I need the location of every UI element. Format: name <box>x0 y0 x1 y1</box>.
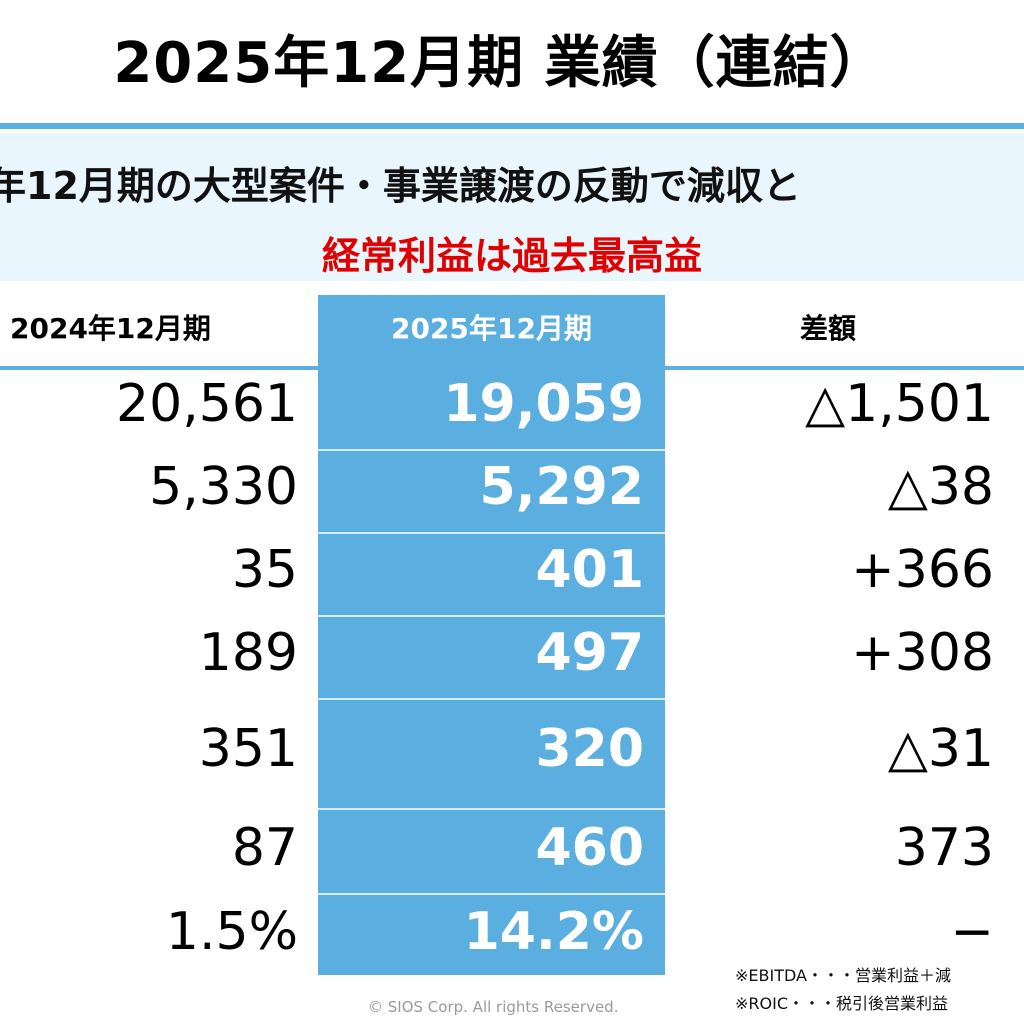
row-separator <box>318 449 665 451</box>
row-separator <box>318 808 665 810</box>
footnote-roic: ※ROIC・・・税引後営業利益 <box>735 994 949 1013</box>
table-cell-difference: △31 <box>887 719 994 779</box>
table-cell-difference: − <box>950 902 994 962</box>
current-period-column-highlight <box>318 295 665 975</box>
row-separator <box>318 893 665 895</box>
table-cell-prev: 87 <box>231 818 298 878</box>
table-cell-current: 5,292 <box>479 457 644 517</box>
summary-band: 年12月期の大型案件・事業譲渡の反動で減収と 経常利益は過去最高益 <box>0 133 1024 281</box>
row-separator <box>318 532 665 534</box>
table-cell-prev: 5,330 <box>149 457 298 517</box>
table-cell-current: 14.2% <box>463 902 644 962</box>
header-current-period: 2025年12月期 <box>391 312 592 345</box>
footnote-ebitda: ※EBITDA・・・営業利益＋減 <box>735 966 951 985</box>
table-cell-prev: 20,561 <box>116 374 298 434</box>
row-separator <box>318 698 665 700</box>
header-rule <box>0 366 1024 370</box>
table-cell-prev: 351 <box>198 719 298 779</box>
summary-band-top-rule <box>0 123 1024 129</box>
table-cell-prev: 1.5% <box>165 902 298 962</box>
table-cell-current: 320 <box>535 719 644 779</box>
summary-headline: 年12月期の大型案件・事業譲渡の反動で減収と <box>0 164 801 208</box>
table-cell-difference: △1,501 <box>805 374 994 434</box>
table-cell-difference: +366 <box>851 540 994 600</box>
summary-highlight: 経常利益は過去最高益 <box>321 234 702 278</box>
table-cell-difference: △38 <box>887 457 994 517</box>
table-cell-difference: 373 <box>894 818 994 878</box>
page-title: 2025年12月期 業績（連結） <box>113 31 887 96</box>
header-prev-period: 2024年12月期 <box>10 312 211 345</box>
table-cell-prev: 189 <box>198 623 298 683</box>
table-cell-difference: +308 <box>851 623 994 683</box>
table-cell-current: 401 <box>535 540 644 600</box>
header-difference: 差額 <box>800 312 857 345</box>
table-cell-current: 19,059 <box>443 374 644 434</box>
table-cell-prev: 35 <box>231 540 298 600</box>
table-cell-current: 497 <box>535 623 644 683</box>
copyright-footer: © SIOS Corp. All rights Reserved. <box>368 998 619 1016</box>
row-separator <box>318 615 665 617</box>
table-cell-current: 460 <box>535 818 644 878</box>
